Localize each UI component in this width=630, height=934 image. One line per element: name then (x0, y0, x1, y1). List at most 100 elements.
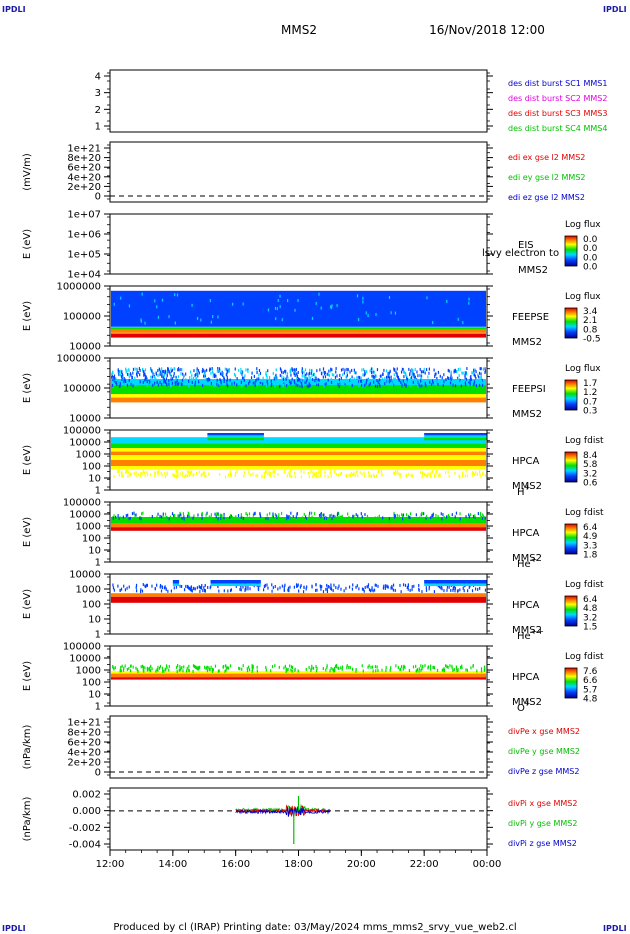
colorbar-title: Log flux (565, 292, 601, 302)
colorbar (564, 451, 578, 483)
y-axis-label: (mV/m) (22, 153, 33, 191)
y-tick-label: 10000 (69, 438, 101, 449)
y-tick-label: 100000 (63, 384, 101, 395)
instrument-label: HPCA (512, 672, 540, 683)
spacecraft-label: MMS2 (512, 481, 542, 492)
species-label: He (517, 631, 531, 642)
panel-divpi: 0.002 0.000 -0.002 -0.004 (nPa/km) divPi x gs… (22, 787, 577, 851)
colorbar-tick: 1.7 (583, 379, 597, 389)
colorbar-tick: 0.6 (583, 479, 598, 489)
x-tick-label: 22:00 (410, 859, 439, 870)
x-tick-label: 18:00 (284, 859, 313, 870)
y-tick-label: 10 (88, 690, 101, 701)
y-tick-label: 1000000 (56, 282, 101, 293)
y-tick-label: 10000 (69, 654, 101, 665)
y-tick-label: 0.002 (72, 790, 101, 801)
panel-dist: 4 3 2 1 des dist burst SC1 MMS1 des dist burs… (95, 69, 607, 133)
colorbar-tick: 7.6 (583, 667, 598, 677)
panel-frame (109, 213, 488, 275)
colorbar-tick: 3.3 (583, 541, 597, 551)
colorbar-tick: 5.8 (583, 460, 598, 470)
colorbar-title: Log fdist (565, 508, 604, 518)
species-label: O (517, 703, 525, 714)
y-tick-label: 10000 (69, 414, 101, 425)
y-tick-label: 2e+20 (67, 182, 101, 193)
colorbar-tick: 0.0 (583, 253, 598, 263)
panel-frame (109, 141, 488, 203)
colorbar-tick: 0.0 (583, 235, 598, 245)
panel-frame (109, 429, 488, 491)
y-tick-label: 10 (88, 615, 101, 626)
corner-label-bl: IPDLI (2, 924, 26, 933)
corner-label-tl: IPDLI (2, 5, 26, 14)
y-tick-label: 100 (82, 534, 101, 545)
y-tick-label: 6e+20 (67, 163, 101, 174)
y-tick-label: 1e+06 (67, 230, 101, 241)
colorbar-tick: 4.8 (583, 695, 598, 705)
colorbar (564, 379, 578, 411)
panel-frame (109, 69, 488, 133)
legend-entry: divPe z gse MMS2 (508, 767, 579, 776)
y-tick-label: 10 (88, 474, 101, 485)
x-tick-label: 16:00 (221, 859, 250, 870)
series-line (235, 806, 331, 817)
instrument-label: FEEPSI (512, 384, 546, 395)
colorbar-tick: 6.6 (583, 676, 598, 686)
legend-entry: des dist burst SC1 MMS1 (508, 79, 607, 88)
y-tick-label: 6e+20 (67, 738, 101, 749)
colorbar-tick: 3.2 (583, 613, 597, 623)
colorbar-tick: 8.4 (583, 451, 598, 461)
y-tick-label: 1e+04 (67, 270, 101, 281)
colorbar-tick: 1.2 (583, 388, 597, 398)
y-tick-label: 0.000 (72, 806, 101, 817)
y-tick-label: 10000 (69, 342, 101, 353)
legend-entry: divPi y gse MMS2 (508, 819, 577, 828)
legend-entry: divPe y gse MMS2 (508, 747, 580, 756)
legend-entry: des dist burst SC4 MMS4 (508, 124, 607, 133)
panel-feepsi: 1000000 100000 10000 E (eV) FEEPSI MMS2 Log fl… (22, 354, 601, 425)
colorbar-tick: 6.4 (583, 523, 598, 533)
species-charge: + (524, 483, 531, 492)
colorbar-tick: 4.8 (583, 604, 598, 614)
y-tick-label: 1 (95, 630, 101, 641)
footer-text: Produced by cl (IRAP) Printing date: 03/… (113, 922, 516, 933)
y-tick-label: 2e+20 (67, 758, 101, 769)
panel-frame (109, 501, 488, 563)
plot-panels: 4 3 2 1 des dist burst SC1 MMS1 des dist burs… (22, 69, 607, 870)
colorbar-tick: 1.8 (583, 551, 598, 561)
y-tick-label: 10000 (69, 570, 101, 581)
corner-label-tr: IPDLI (603, 5, 627, 14)
corner-label-br: IPDLI (603, 924, 627, 933)
panel-eis: 1e+07 1e+06 1e+05 1e+04 E (eV) EIS MMS2 lsvy el… (22, 210, 601, 281)
colorbar-title: Log flux (565, 364, 601, 374)
species-charge: + (524, 699, 531, 708)
panel-feepse: 1000000 100000 10000 E (eV) FEEPSE MMS2 Log fl… (22, 282, 601, 353)
instrument-label: HPCA (512, 456, 540, 467)
colorbar-tick: 6.4 (583, 595, 598, 605)
y-tick-label: 1 (95, 702, 101, 713)
species-label: H (517, 487, 525, 498)
y-tick-label: 100 (82, 600, 101, 611)
instrument-label: HPCA (512, 600, 540, 611)
x-axis: 12:00 14:00 16:00 18:00 20:00 22:00 00:00 (96, 850, 501, 870)
spacecraft-label: MMS2 (512, 697, 542, 708)
y-tick-label: 100000 (63, 312, 101, 323)
y-tick-label: 0 (95, 768, 101, 779)
colorbar-tick: 0.0 (583, 263, 598, 273)
colorbar-tick: 2.1 (583, 316, 597, 326)
y-tick-label: 10000 (69, 510, 101, 521)
colorbar-tick: 5.7 (583, 685, 597, 695)
colorbar-title: Log fdist (565, 652, 604, 662)
y-tick-label: 1e+21 (67, 718, 101, 729)
colorbar-tick: 0.3 (583, 407, 597, 417)
panel-frame (109, 715, 488, 779)
legend-entry: edi ey gse l2 MMS2 (508, 173, 586, 182)
legend-entry: des dist burst SC2 MMS2 (508, 94, 607, 103)
y-tick-label: -0.002 (69, 823, 101, 834)
y-tick-label: 1e+05 (67, 250, 101, 261)
y-axis-label: E (eV) (22, 229, 33, 259)
